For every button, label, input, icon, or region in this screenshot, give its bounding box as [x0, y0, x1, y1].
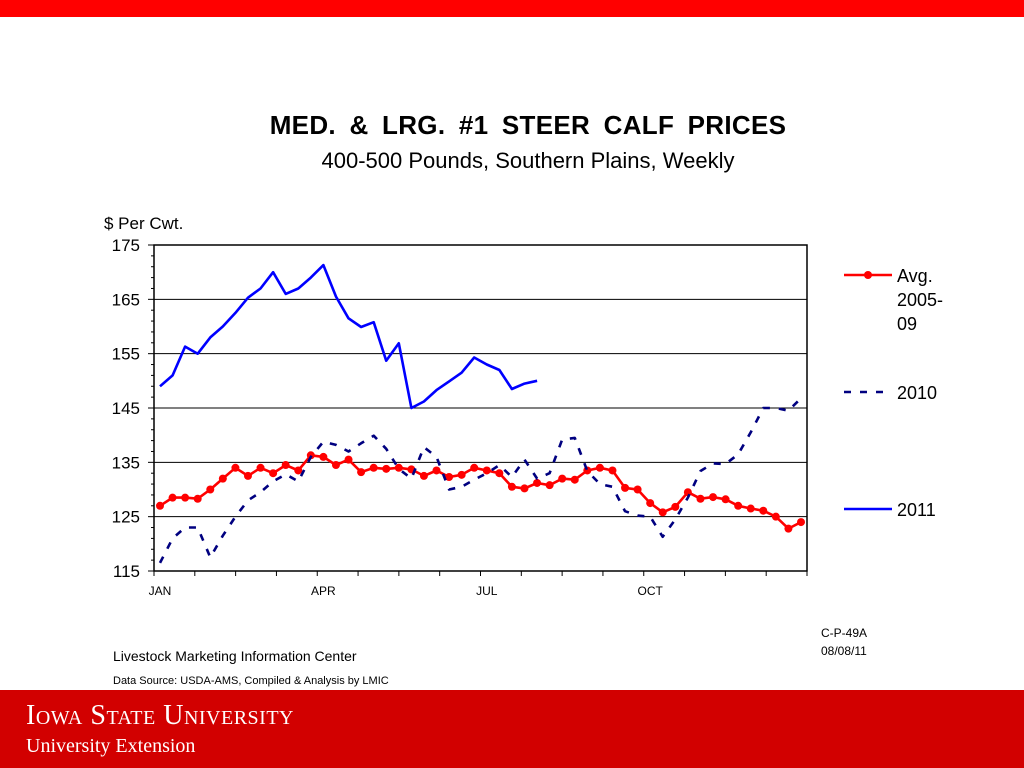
series-point — [696, 494, 705, 503]
y-tick-label: 135 — [112, 453, 140, 472]
series-point — [482, 466, 491, 475]
series-point — [595, 463, 604, 472]
legend-label-2: 2011 — [897, 500, 936, 520]
y-tick-label: 125 — [112, 508, 140, 527]
series-point — [168, 493, 177, 502]
series-line-1 — [158, 397, 802, 564]
series-point — [206, 485, 215, 494]
series-point — [193, 494, 202, 503]
series-point — [218, 474, 227, 483]
series-point — [759, 506, 768, 515]
legend-label-0: Avg. — [897, 266, 933, 286]
series-point — [156, 501, 164, 510]
series-line-0 — [159, 453, 802, 530]
legend-label-0: 2005- — [897, 290, 943, 310]
y-tick-label: 115 — [113, 562, 140, 581]
series-point — [457, 470, 466, 479]
series-point — [671, 502, 680, 511]
series-point — [746, 504, 755, 513]
chart-code: C-P-49A — [821, 626, 868, 640]
y-tick-label: 175 — [112, 236, 140, 255]
series-point — [394, 463, 403, 472]
series-point — [369, 463, 378, 472]
series-point — [432, 466, 441, 475]
series-point — [797, 518, 805, 527]
series-line-2 — [159, 263, 538, 410]
plot-frame — [153, 244, 808, 572]
chart-date: 08/08/11 — [821, 644, 867, 658]
series-point — [419, 471, 428, 480]
legend-label-1: 2010 — [897, 383, 937, 403]
y-tick-label: 145 — [112, 399, 140, 418]
series-point — [269, 469, 278, 478]
series-point — [445, 473, 454, 482]
chart-subtitle: 400-500 Pounds, Southern Plains, Weekly — [321, 148, 735, 173]
series-point — [281, 461, 290, 470]
series-point — [658, 508, 667, 517]
series-point — [709, 493, 718, 502]
x-tick-label: JAN — [149, 584, 172, 598]
y-axis-label: $ Per Cwt. — [104, 214, 183, 233]
series-point — [243, 471, 252, 480]
series-point — [181, 493, 190, 502]
series-point — [683, 488, 692, 497]
series-point — [734, 501, 743, 510]
legend-label-0: 09 — [897, 314, 917, 334]
series-point — [646, 499, 655, 508]
series-point — [558, 474, 567, 483]
price-line-chart: 115 125 135 145 155 165 175 JAN APR JUL OCT $ Per C… — [104, 214, 943, 598]
series-point — [319, 452, 328, 461]
isu-logo-text: Iowa State University — [26, 700, 294, 731]
chart-title: MED. & LRG. #1 STEER CALF PRICES — [269, 110, 787, 140]
series-point — [520, 484, 529, 493]
series-point — [621, 483, 630, 492]
x-tick-label: JUL — [476, 584, 498, 598]
isu-extension-text: University Extension — [26, 735, 196, 757]
series-point — [771, 512, 780, 521]
series-point — [495, 469, 504, 478]
series-point — [382, 464, 391, 473]
series-point — [256, 463, 265, 472]
footer-bar: Iowa State University University Extensi… — [0, 690, 1024, 768]
series-point — [545, 481, 554, 490]
series-point — [570, 475, 579, 484]
series-point — [344, 455, 353, 464]
series-point — [357, 468, 366, 477]
series-point — [294, 466, 303, 475]
lmic-credit: Livestock Marketing Information Center — [113, 648, 357, 664]
series-point — [231, 463, 240, 472]
y-tick-label: 165 — [112, 290, 140, 309]
series-point — [608, 466, 617, 475]
y-tick-label: 155 — [112, 345, 140, 364]
legend-marker — [864, 271, 872, 279]
top-red-bar — [0, 0, 1024, 17]
x-tick-label: APR — [311, 584, 336, 598]
data-source: Data Source: USDA-AMS, Compiled & Analys… — [113, 675, 389, 687]
series-point — [507, 482, 516, 491]
series-point — [331, 461, 340, 470]
series-point — [633, 485, 642, 494]
series-point — [721, 495, 730, 504]
series-point — [533, 478, 542, 487]
series-point — [470, 463, 479, 472]
series-point — [784, 524, 793, 533]
x-tick-label: OCT — [638, 584, 664, 598]
